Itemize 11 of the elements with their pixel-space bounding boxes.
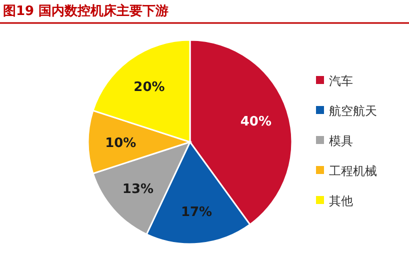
legend-label: 汽车 — [329, 74, 353, 88]
data-label: 40% — [240, 114, 272, 130]
chart-title: 图19 国内数控机床主要下游 — [3, 3, 169, 19]
data-label: 13% — [122, 182, 154, 197]
data-label: 17% — [180, 205, 212, 220]
data-label: 20% — [134, 80, 165, 95]
data-label: 10% — [105, 136, 136, 151]
legend-label: 其他 — [329, 194, 353, 208]
legend-label: 模具 — [329, 134, 353, 148]
legend-label: 航空航天 — [329, 104, 377, 118]
legend-label: 工程机械 — [329, 164, 377, 178]
